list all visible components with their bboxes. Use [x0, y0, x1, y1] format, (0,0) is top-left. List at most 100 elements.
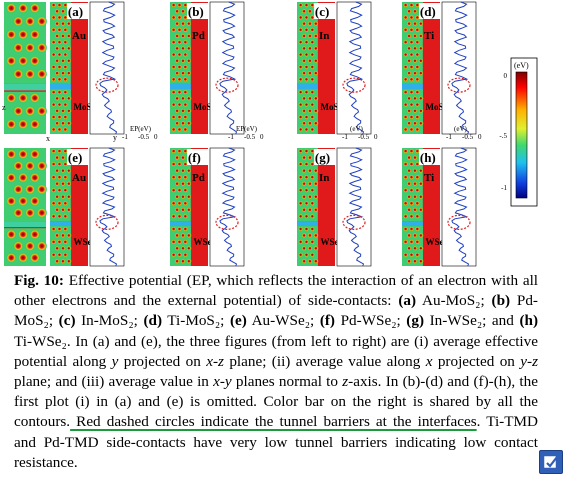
- contour-yz-metal-b-dot: [186, 45, 192, 52]
- contour-yz-tmdblobs-b-dot: [186, 95, 192, 102]
- contour-yz-bulk-g: [317, 148, 335, 266]
- contour-yz-metal-a-dot: [50, 27, 57, 33]
- tunnel-barrier-circle-f: [215, 214, 239, 230]
- contour-yz-metal-b-dot: [186, 57, 192, 64]
- contour-yz-tmdblobs-d-dot: [408, 101, 415, 108]
- panel-label-a: (a): [68, 4, 83, 19]
- contour-yz-tmdblobs-d-dot: [406, 95, 412, 102]
- metal-label-c: In: [319, 30, 329, 42]
- contour-xz-metal-e-dot: [24, 183, 36, 195]
- contour-yz-tmdblobs-g-dot: [307, 258, 313, 265]
- contour-yz-tmdblobs-a-dot: [50, 89, 57, 95]
- contour-yz-tmdblobs-a-dot: [56, 114, 63, 120]
- tmd-label-g: WSe₂: [321, 237, 342, 247]
- contour-xz-metal-e-dot: [5, 148, 17, 160]
- caption-text: planes normal to: [231, 373, 343, 391]
- contour-yz-tmdblobs-b-dot: [176, 126, 183, 133]
- contour-yz-metal-h-dot: [406, 167, 412, 174]
- lineplot-frame-g: [336, 147, 372, 267]
- contour-yz-tmdblobs-g-dot: [297, 251, 304, 258]
- contour-yz-tmdblobs-f-dot: [180, 232, 186, 239]
- contour-yz-tmdblobs-g-dot: [313, 258, 319, 265]
- contour-yz-tmdblobs-g: [297, 225, 319, 266]
- contour-yz-metal-f-dot: [170, 187, 177, 193]
- contour-yz-metal-e: [50, 148, 72, 222]
- contour-yz-metal-a-dot: [56, 76, 63, 83]
- metal-label-g: In: [319, 172, 329, 184]
- contour-yz-tmdblobs-f: [170, 225, 192, 266]
- contour-yz-tmdblobs-b-dot: [174, 95, 180, 102]
- contour-yz-metal-f-dot: [174, 167, 180, 174]
- contour-yz-tmdblobs-h-dot: [406, 245, 412, 252]
- lineplot-frame-h: [441, 147, 477, 267]
- contour-yz-metal-h-dot: [402, 213, 409, 220]
- figure: Au MoS₂ (a) Pd MoS₂ (b) In MoS₂ (c) Ti MoS₂ (d) Au WS…: [2, 1, 538, 267]
- contour-yz-metal-a-dot: [50, 51, 57, 58]
- contour-yz-metal-e-dot: [62, 174, 69, 180]
- contour-yz-tmdblobs-b-dot: [182, 89, 189, 95]
- contour-yz-tmdblobs-g-dot: [297, 239, 304, 245]
- contour-yz-metal-f-dot: [176, 174, 183, 180]
- contour-yz-metal-a-dot: [60, 8, 66, 15]
- contour-yz-metal-e-dot: [60, 206, 66, 213]
- contour-yz-metal-a-dot: [50, 64, 57, 70]
- contour-yz-metal-h-dot: [418, 206, 424, 213]
- contour-yz-tmdblobs-b-dot: [170, 114, 177, 120]
- contour-yz-metal-f-dot: [180, 167, 186, 174]
- caption-text: Au-WSe₂;: [246, 312, 320, 330]
- caption-highlight[interactable]: Red dashed circles indicate the tunnel b…: [70, 413, 477, 431]
- contour-yz-tmdblobs-h-dot: [402, 251, 409, 258]
- contour-yz-tmdblobs-a-dot: [54, 108, 60, 114]
- tunnel-barrier-circle-d: [447, 77, 471, 93]
- contour-yz-metal-b-dot: [186, 20, 192, 27]
- annotation-icon[interactable]: [539, 450, 563, 474]
- contour-yz-tmdblobs-c-dot: [309, 101, 316, 108]
- contour-yz-tmdblobs-a-dot: [62, 126, 69, 133]
- contour-yz-metal-f-dot: [186, 180, 192, 187]
- contour-yz-tmdblobs-d-dot: [414, 114, 421, 120]
- axis-z-label: z: [2, 103, 6, 112]
- contour-xz-tmd-e-dot: [36, 240, 48, 252]
- colorbar-unit: (eV): [514, 61, 529, 70]
- contour-yz-metal-b-dot: [176, 14, 183, 21]
- caption-text: Effective potential (EP, which reflects …: [14, 272, 539, 310]
- contour-yz-metal-h-dot: [412, 180, 418, 187]
- contour-yz-tmdblobs-f-dot: [170, 226, 177, 232]
- contour-yz-tmdblobs-b-dot: [180, 95, 186, 102]
- contour-yz-metal-g-dot: [297, 187, 304, 193]
- panel-label-g: (g): [315, 150, 330, 165]
- panel-label-bg-g: [314, 149, 337, 165]
- panel-label-bg-f: [187, 149, 210, 165]
- contour-yz-metal-a-dot: [56, 14, 63, 21]
- contour-yz-metal-d-dot: [406, 8, 412, 15]
- contour-yz-metal-e-dot: [54, 167, 60, 174]
- colorbar-tick-0: 0: [504, 72, 508, 80]
- contour-yz-metal-g-dot: [303, 200, 310, 207]
- contour-yz-metal-g-dot: [313, 167, 319, 174]
- contour-xz-metal-e-dot: [24, 207, 36, 219]
- contour-yz-tmdblobs-a-dot: [60, 108, 66, 114]
- contour-yz-metal-e-dot: [62, 161, 69, 167]
- contour-yz-metal-c-dot: [301, 45, 307, 52]
- axis-tick-c-3: 0: [478, 133, 482, 141]
- contour-yz-tmdblobs-g-dot: [313, 245, 319, 252]
- contour-yz-metal-c-dot: [297, 76, 304, 83]
- contour-yz-metal-h-dot: [402, 148, 409, 154]
- contour-yz-metal-d-dot: [408, 14, 415, 21]
- contour-yz-tmdblobs-d-dot: [412, 95, 418, 102]
- contour-yz-tmdblobs-d-dot: [414, 101, 421, 108]
- contour-yz-metal-d-dot: [414, 2, 421, 8]
- panel-label-b: (b): [188, 4, 204, 19]
- contour-yz-tmdblobs-a-dot: [54, 95, 60, 102]
- axis-y-label: y: [113, 133, 117, 142]
- contour-yz-metal-e-dot: [56, 213, 63, 220]
- contour-yz-metal-f-dot: [182, 148, 189, 154]
- contour-yz-tmdblobs-e-dot: [60, 258, 66, 265]
- contour-yz-metal-d-dot: [414, 51, 421, 58]
- contour-yz-metal-c-dot: [309, 14, 316, 21]
- contour-yz-metal-g-dot: [297, 213, 304, 220]
- contour-yz-tmdblobs-d-dot: [414, 126, 421, 133]
- axis-label-2: (eV): [350, 125, 363, 133]
- contour-yz-tmdblobs-e-dot: [66, 245, 72, 252]
- contour-yz-tmdblobs-g-dot: [303, 226, 310, 232]
